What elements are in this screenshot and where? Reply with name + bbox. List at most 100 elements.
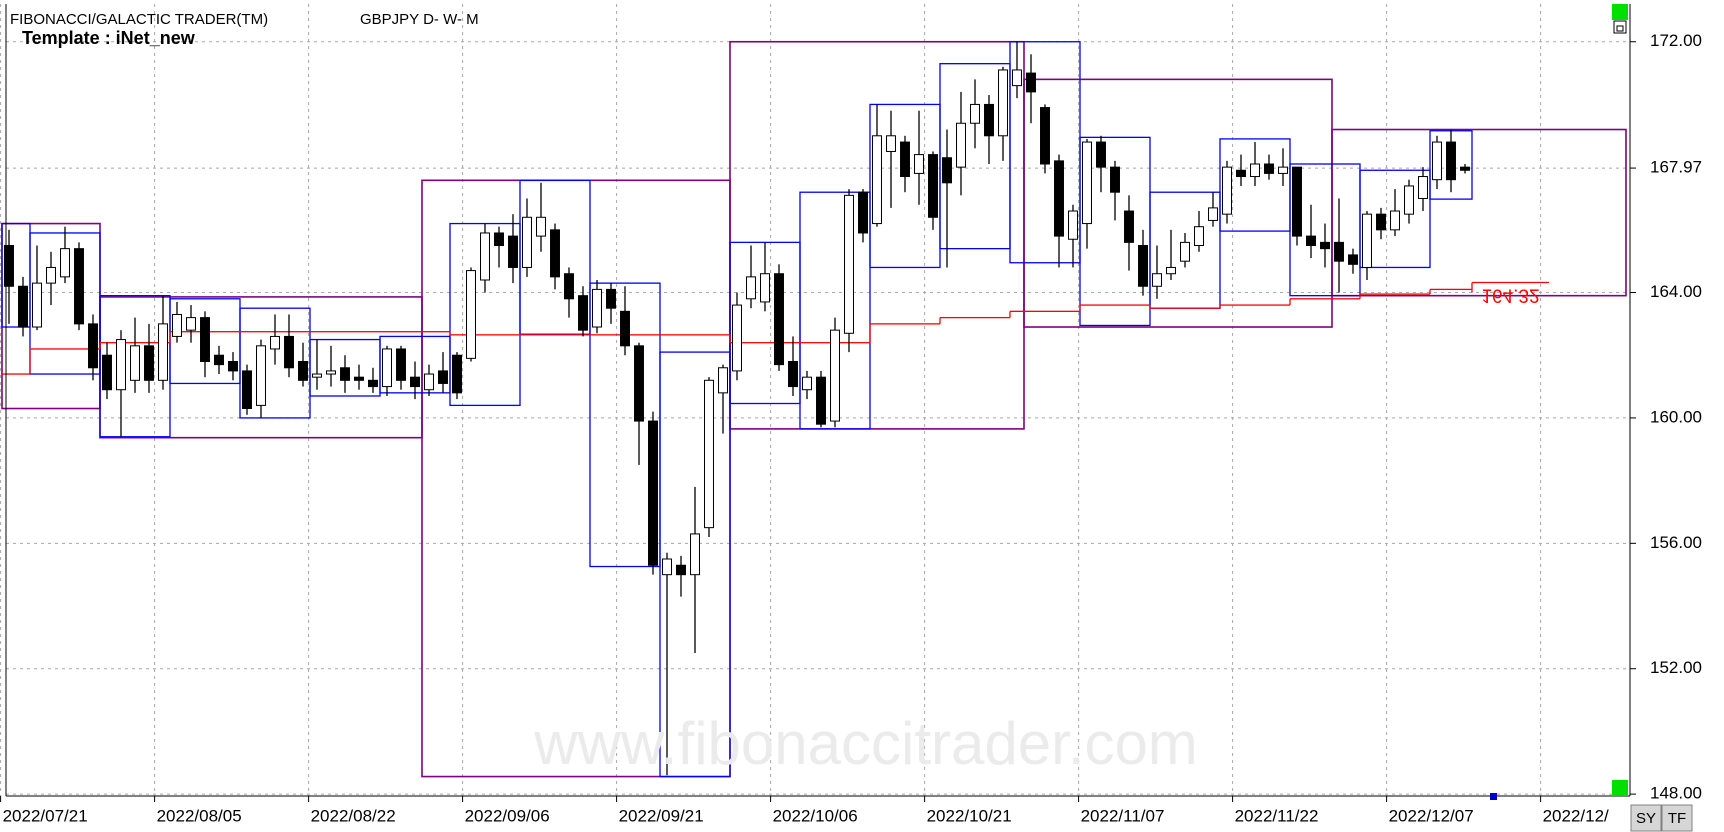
y-tick-label: 156.00: [1650, 533, 1702, 552]
candle-body: [900, 141, 910, 178]
x-tick-label: 2022/11/07: [1081, 806, 1165, 825]
candle-body: [200, 317, 210, 363]
tf-button[interactable]: TF: [1661, 804, 1693, 832]
monthly-range-box: [1, 222, 101, 410]
candle-body: [648, 420, 658, 566]
candle-body: [1306, 235, 1316, 247]
candle-body: [1208, 207, 1218, 221]
candle-body: [858, 191, 868, 234]
candle-body: [242, 370, 252, 410]
candle-body: [1446, 141, 1456, 181]
candle-body: [704, 379, 714, 529]
candle-body: [592, 288, 602, 328]
candle-body: [354, 376, 364, 381]
x-tick-label: 2022/12/: [1543, 806, 1609, 825]
candle-body: [172, 313, 182, 337]
candle-body: [1320, 241, 1330, 250]
candle-body: [564, 273, 574, 300]
candle-body: [396, 348, 406, 381]
candle-body: [886, 135, 896, 152]
candle-body: [130, 345, 140, 381]
candle-body: [144, 345, 154, 381]
candle-body: [1096, 141, 1106, 168]
template-label: Template : iNet_new: [22, 28, 196, 48]
plot-area: 164.32: [0, 4, 1630, 796]
candle-body: [158, 323, 168, 381]
y-tick-label: 152.00: [1650, 658, 1702, 677]
window-icon-inner: [1616, 25, 1624, 32]
candle-body: [1068, 210, 1078, 240]
candle-body: [1334, 241, 1344, 262]
y-tick-label: 164.00: [1650, 282, 1702, 301]
candle-body: [1138, 245, 1148, 287]
candle-body: [1082, 141, 1092, 225]
candle-body: [774, 273, 784, 366]
candle-body: [1166, 266, 1176, 275]
watermark: www.fibonaccitrader.com: [533, 710, 1198, 777]
button-face[interactable]: [1661, 804, 1693, 832]
candle-body: [578, 295, 588, 331]
candle-body: [550, 229, 560, 278]
candle-body: [830, 329, 840, 422]
candle-body: [1404, 185, 1414, 215]
candle-body: [1390, 210, 1400, 231]
candle-body: [368, 379, 378, 388]
candle-body: [1432, 141, 1442, 181]
candle-body: [284, 335, 294, 369]
candle-body: [494, 232, 504, 247]
candle-body: [732, 304, 742, 372]
candle-body: [802, 376, 812, 391]
y-tick-label: 167.97: [1650, 158, 1702, 177]
candle-body: [760, 273, 770, 303]
weekly-range-box: [799, 191, 871, 430]
candle-body: [102, 354, 112, 391]
candle-body: [46, 266, 56, 284]
monthly-range-box: [1023, 78, 1333, 328]
button-face[interactable]: [1630, 804, 1662, 832]
candle-body: [60, 248, 70, 278]
candle-body: [214, 354, 224, 366]
candle-body: [410, 376, 420, 388]
candle-body: [942, 157, 952, 184]
candle-body: [690, 533, 700, 576]
candle-body: [676, 564, 686, 576]
corner-indicator: [1612, 4, 1628, 20]
candle-body: [984, 103, 994, 137]
x-tick-label: 2022/09/06: [465, 806, 550, 825]
sy-button[interactable]: SY: [1630, 804, 1662, 832]
monthly-range-box: [1331, 128, 1627, 297]
candle-body: [788, 361, 798, 388]
x-tick-label: 2022/08/22: [311, 806, 396, 825]
candle-body: [1278, 166, 1288, 174]
candle-body: [536, 216, 546, 237]
candle-body: [270, 335, 280, 350]
x-tick-label: 2022/11/22: [1235, 806, 1319, 825]
candle-body: [1460, 166, 1470, 171]
y-tick-label: 160.00: [1650, 407, 1702, 426]
y-tick-label: 172.00: [1650, 31, 1702, 50]
candle-body: [522, 216, 532, 268]
candle-body: [1292, 166, 1302, 237]
candle-body: [88, 323, 98, 369]
last-value-label: 164.32: [1481, 284, 1539, 305]
current-bar-marker: [1490, 793, 1497, 800]
candle-body: [1194, 226, 1204, 247]
candle-body: [914, 154, 924, 174]
button-label[interactable]: SY: [1636, 810, 1656, 827]
candle-body: [298, 361, 308, 381]
candle-body: [634, 345, 644, 422]
candle-body: [1054, 160, 1064, 237]
button-label[interactable]: TF: [1668, 810, 1686, 827]
x-tick-label: 2022/08/05: [157, 806, 242, 825]
candle-body: [1236, 169, 1246, 178]
candle-body: [256, 345, 266, 406]
candle-body: [620, 310, 630, 347]
corner-indicator: [1612, 780, 1628, 796]
candle-body: [186, 317, 196, 331]
candle-body: [480, 232, 490, 281]
candle-body: [326, 370, 336, 375]
candle-body: [718, 367, 728, 394]
candle-body: [116, 339, 126, 391]
x-tick-label: 2022/10/21: [927, 806, 1012, 825]
